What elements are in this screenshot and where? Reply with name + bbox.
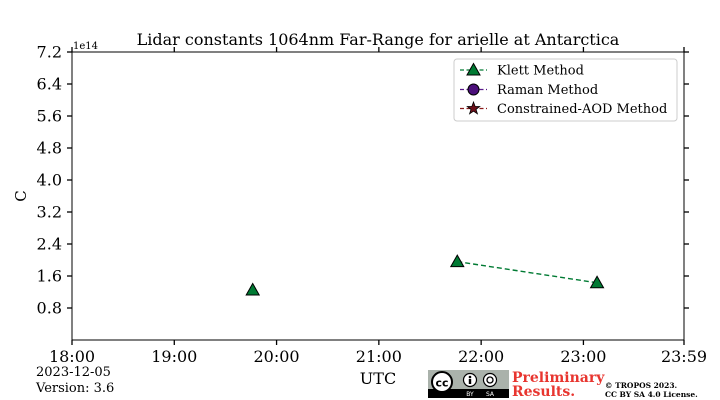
legend-marker-raman [467, 83, 480, 96]
series-line-0 [457, 260, 598, 284]
legend-marker-constrained [466, 100, 481, 115]
x-tick-label-4: 22:00 [458, 347, 504, 366]
legend-marker-klett [466, 62, 481, 76]
axis-ticks: 18:00 19:00 20:00 21:00 22:00 23:00 23:59 7.2 6.… [37, 43, 708, 367]
x-tick-label-6: 23:59 [661, 347, 707, 366]
sa-arrow [486, 376, 494, 384]
cc-license-badge: cc BY SA [428, 370, 509, 398]
y-exponent-label: 1e14 [73, 41, 98, 52]
sa-share-alike-icon [482, 372, 498, 388]
legend-label-klett: Klett Method [497, 64, 584, 79]
x-axis-label: UTC [360, 369, 396, 388]
legend-label-constrained: Constrained-AOD Method [497, 102, 667, 117]
x-tick-label-2: 20:00 [254, 347, 300, 366]
cc-logo-icon [431, 371, 453, 393]
legend-box [453, 58, 678, 122]
y-axis-label: C [12, 190, 30, 201]
cc-badge-bottom-bar [428, 389, 509, 398]
data-point-0-1 [449, 254, 465, 268]
x-tick-label-0: 18:00 [49, 347, 95, 366]
footer-version: Version: 3.6 [35, 381, 114, 396]
cc-by-label: BY [466, 391, 474, 398]
preliminary-label-line2: Results. [512, 384, 575, 400]
y-tick-label-5: 3.2 [37, 203, 62, 222]
x-tick-label-1: 19:00 [151, 347, 197, 366]
y-tick-label-4: 4.0 [37, 171, 62, 190]
by-person-head [468, 375, 472, 379]
plot-area [71, 51, 685, 341]
copyright-line2: CC BY SA 4.0 License. [605, 390, 698, 399]
y-tick-label-6: 2.4 [37, 235, 62, 254]
legend-label-raman: Raman Method [497, 83, 598, 98]
chart-title: Lidar constants 1064nm Far-Range for ari… [137, 30, 620, 49]
y-tick-label-3: 4.8 [37, 139, 62, 158]
legend: Klett Method Raman Method Constrained-AO… [453, 58, 678, 122]
y-tick-label-7: 1.6 [37, 267, 62, 286]
cc-sa-label: SA [486, 391, 495, 398]
y-tick-label-1: 6.4 [37, 75, 62, 94]
data-point-0-2 [589, 275, 605, 289]
footer-date: 2023-12-05 [36, 365, 111, 380]
data-point-0-0 [245, 282, 261, 296]
y-tick-label-8: 0.8 [37, 299, 62, 318]
y-tick-label-0: 7.2 [37, 43, 62, 62]
copyright-line1: © TROPOS 2023. [605, 381, 677, 390]
by-person-body [468, 379, 472, 384]
x-tick-label-3: 21:00 [356, 347, 402, 366]
cc-logo-text: cc [435, 377, 448, 390]
y-tick-label-2: 5.6 [37, 107, 62, 126]
x-tick-label-5: 23:00 [560, 347, 606, 366]
data-marks [245, 254, 605, 296]
preliminary-label-line1: Preliminary [512, 370, 605, 386]
